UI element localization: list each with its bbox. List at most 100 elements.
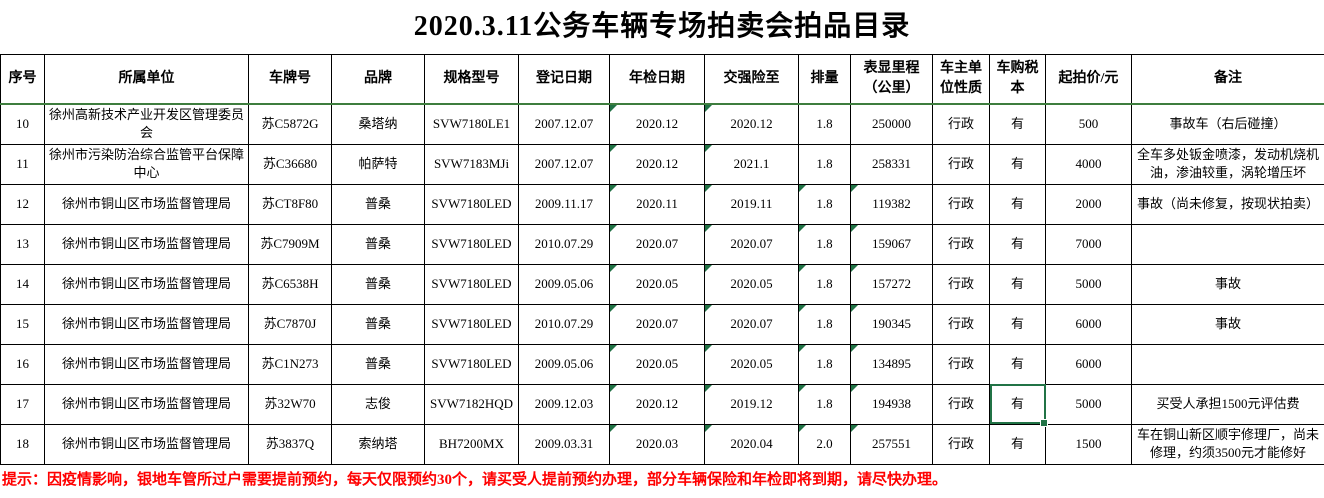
cell-r13-c2[interactable]: 苏C7909M [248, 223, 332, 265]
cell-r10-c11[interactable]: 有 [989, 103, 1046, 145]
cell-r12-c13[interactable]: 事故（尚未修复，按现状拍卖） [1131, 183, 1324, 225]
cell-r10-c8[interactable]: 1.8 [798, 103, 851, 145]
cell-r13-c10[interactable]: 行政 [932, 223, 990, 265]
cell-r18-c2[interactable]: 苏3837Q [248, 423, 332, 465]
cell-r14-c6[interactable]: 2020.05 [609, 263, 705, 305]
cell-r14-c3[interactable]: 普桑 [331, 263, 425, 305]
cell-r15-c7[interactable]: 2020.07 [704, 303, 799, 345]
cell-r11-c1[interactable]: 徐州市污染防治综合监管平台保障中心 [44, 143, 249, 185]
cell-r18-c9[interactable]: 257551 [850, 423, 933, 465]
cell-r18-c0[interactable]: 18 [0, 423, 45, 465]
cell-r12-c3[interactable]: 普桑 [331, 183, 425, 225]
cell-r16-c11[interactable]: 有 [989, 343, 1046, 385]
cell-r13-c13[interactable] [1131, 223, 1324, 265]
column-header-3[interactable]: 品牌 [331, 54, 425, 105]
cell-r16-c9[interactable]: 134895 [850, 343, 933, 385]
cell-r17-c4[interactable]: SVW7182HQD [424, 383, 519, 425]
cell-r17-c13[interactable]: 买受人承担1500元评估费 [1131, 383, 1324, 425]
cell-r15-c3[interactable]: 普桑 [331, 303, 425, 345]
cell-r17-c7[interactable]: 2019.12 [704, 383, 799, 425]
cell-r15-c10[interactable]: 行政 [932, 303, 990, 345]
cell-r15-c6[interactable]: 2020.07 [609, 303, 705, 345]
selected-cell[interactable]: 有 [989, 383, 1048, 427]
cell-r11-c5[interactable]: 2007.12.07 [518, 143, 610, 185]
cell-r18-c1[interactable]: 徐州市铜山区市场监督管理局 [44, 423, 249, 465]
cell-r11-c10[interactable]: 行政 [932, 143, 990, 185]
cell-r16-c12[interactable]: 6000 [1045, 343, 1132, 385]
cell-r17-c5[interactable]: 2009.12.03 [518, 383, 610, 425]
cell-r18-c8[interactable]: 2.0 [798, 423, 851, 465]
cell-r13-c11[interactable]: 有 [989, 223, 1046, 265]
cell-r16-c7[interactable]: 2020.05 [704, 343, 799, 385]
cell-r12-c11[interactable]: 有 [989, 183, 1046, 225]
cell-r17-c9[interactable]: 194938 [850, 383, 933, 425]
cell-r12-c5[interactable]: 2009.11.17 [518, 183, 610, 225]
cell-r18-c6[interactable]: 2020.03 [609, 423, 705, 465]
cell-r18-c12[interactable]: 1500 [1045, 423, 1132, 465]
cell-r10-c6[interactable]: 2020.12 [609, 103, 705, 145]
column-header-1[interactable]: 所属单位 [44, 54, 249, 105]
cell-r10-c12[interactable]: 500 [1045, 103, 1132, 145]
cell-r13-c7[interactable]: 2020.07 [704, 223, 799, 265]
cell-r16-c6[interactable]: 2020.05 [609, 343, 705, 385]
cell-r16-c13[interactable] [1131, 343, 1324, 385]
cell-r17-c0[interactable]: 17 [0, 383, 45, 425]
cell-r17-c6[interactable]: 2020.12 [609, 383, 705, 425]
cell-r18-c3[interactable]: 索纳塔 [331, 423, 425, 465]
cell-r17-c10[interactable]: 行政 [932, 383, 990, 425]
cell-r12-c0[interactable]: 12 [0, 183, 45, 225]
cell-r14-c13[interactable]: 事故 [1131, 263, 1324, 305]
cell-r13-c1[interactable]: 徐州市铜山区市场监督管理局 [44, 223, 249, 265]
cell-r16-c3[interactable]: 普桑 [331, 343, 425, 385]
cell-r11-c7[interactable]: 2021.1 [704, 143, 799, 185]
cell-r14-c5[interactable]: 2009.05.06 [518, 263, 610, 305]
cell-r13-c8[interactable]: 1.8 [798, 223, 851, 265]
cell-r11-c12[interactable]: 4000 [1045, 143, 1132, 185]
column-header-9[interactable]: 表显里程（公里） [850, 54, 933, 105]
cell-r15-c0[interactable]: 15 [0, 303, 45, 345]
cell-r10-c9[interactable]: 250000 [850, 103, 933, 145]
cell-r10-c10[interactable]: 行政 [932, 103, 990, 145]
cell-r14-c4[interactable]: SVW7180LED [424, 263, 519, 305]
cell-r11-c0[interactable]: 11 [0, 143, 45, 185]
cell-r14-c1[interactable]: 徐州市铜山区市场监督管理局 [44, 263, 249, 305]
cell-r14-c0[interactable]: 14 [0, 263, 45, 305]
cell-r11-c4[interactable]: SVW7183MJi [424, 143, 519, 185]
cell-r13-c3[interactable]: 普桑 [331, 223, 425, 265]
cell-r11-c11[interactable]: 有 [989, 143, 1046, 185]
cell-r15-c13[interactable]: 事故 [1131, 303, 1324, 345]
column-header-2[interactable]: 车牌号 [248, 54, 332, 105]
column-header-13[interactable]: 备注 [1131, 54, 1324, 105]
cell-r16-c1[interactable]: 徐州市铜山区市场监督管理局 [44, 343, 249, 385]
cell-r17-c12[interactable]: 5000 [1045, 383, 1132, 425]
cell-r17-c3[interactable]: 志俊 [331, 383, 425, 425]
cell-r18-c11[interactable]: 有 [989, 423, 1046, 465]
column-header-12[interactable]: 起拍价/元 [1045, 54, 1132, 105]
cell-r15-c1[interactable]: 徐州市铜山区市场监督管理局 [44, 303, 249, 345]
cell-r15-c11[interactable]: 有 [989, 303, 1046, 345]
cell-r15-c8[interactable]: 1.8 [798, 303, 851, 345]
cell-r10-c1[interactable]: 徐州高新技术产业开发区管理委员会 [44, 103, 249, 145]
cell-r13-c0[interactable]: 13 [0, 223, 45, 265]
cell-r17-c8[interactable]: 1.8 [798, 383, 851, 425]
column-header-10[interactable]: 车主单位性质 [932, 54, 990, 105]
cell-r12-c12[interactable]: 2000 [1045, 183, 1132, 225]
cell-r16-c4[interactable]: SVW7180LED [424, 343, 519, 385]
column-header-6[interactable]: 年检日期 [609, 54, 705, 105]
column-header-7[interactable]: 交强险至 [704, 54, 799, 105]
cell-r14-c12[interactable]: 5000 [1045, 263, 1132, 305]
cell-r16-c0[interactable]: 16 [0, 343, 45, 385]
cell-r12-c9[interactable]: 119382 [850, 183, 933, 225]
cell-r10-c3[interactable]: 桑塔纳 [331, 103, 425, 145]
cell-r11-c6[interactable]: 2020.12 [609, 143, 705, 185]
cell-r14-c9[interactable]: 157272 [850, 263, 933, 305]
cell-r15-c4[interactable]: SVW7180LED [424, 303, 519, 345]
cell-r17-c1[interactable]: 徐州市铜山区市场监督管理局 [44, 383, 249, 425]
cell-r18-c10[interactable]: 行政 [932, 423, 990, 465]
cell-r16-c10[interactable]: 行政 [932, 343, 990, 385]
cell-r12-c1[interactable]: 徐州市铜山区市场监督管理局 [44, 183, 249, 225]
cell-r17-c2[interactable]: 苏32W70 [248, 383, 332, 425]
cell-r11-c2[interactable]: 苏C36680 [248, 143, 332, 185]
cell-r14-c7[interactable]: 2020.05 [704, 263, 799, 305]
cell-r12-c8[interactable]: 1.8 [798, 183, 851, 225]
